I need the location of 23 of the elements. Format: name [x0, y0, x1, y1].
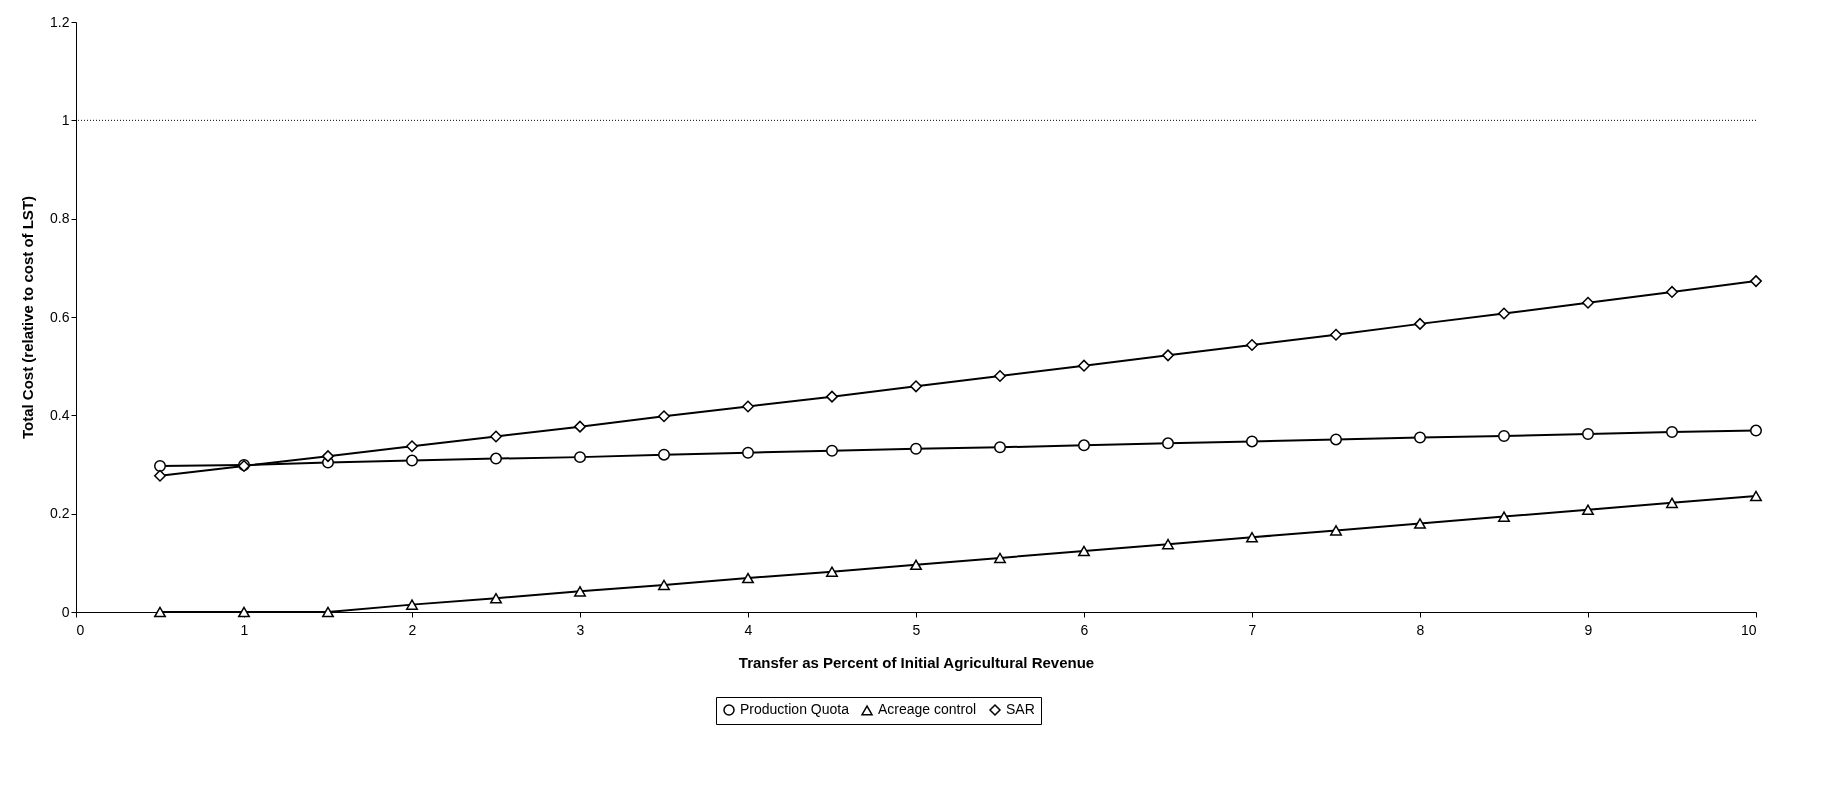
x-axis-title: Transfer as Percent of Initial Agricultural Revenue [738, 653, 1095, 671]
y-tick-label: 1.2 [50, 13, 70, 30]
x-tick-label: 6 [1080, 621, 1089, 638]
legend-label: SAR [1006, 701, 1035, 717]
y-tick-label: 0.8 [50, 210, 70, 227]
x-tick-label: 5 [912, 621, 921, 638]
x-tick-label: 2 [408, 621, 417, 638]
x-tick-label: 4 [744, 621, 753, 638]
x-tick-label: 3 [576, 621, 585, 638]
legend-label: Acreage control [878, 701, 977, 718]
y-axis-title: Total Cost (relative to cost of LST) [19, 195, 37, 440]
legend-label: Production Quota [740, 701, 850, 717]
x-tick-label: 9 [1584, 621, 1593, 638]
y-tick-label: 0.4 [50, 406, 70, 423]
x-tick-label: 8 [1416, 621, 1425, 638]
y-tick-label: 0.2 [50, 505, 70, 522]
y-tick-label: 0 [61, 603, 70, 620]
x-tick-label: 1 [240, 621, 249, 638]
x-tick-label: 0 [76, 621, 85, 638]
y-tick-label: 0.6 [50, 308, 70, 325]
x-tick-label: 7 [1248, 621, 1257, 638]
y-tick-label: 1 [61, 111, 70, 128]
x-tick-label: 10 [1740, 621, 1757, 638]
